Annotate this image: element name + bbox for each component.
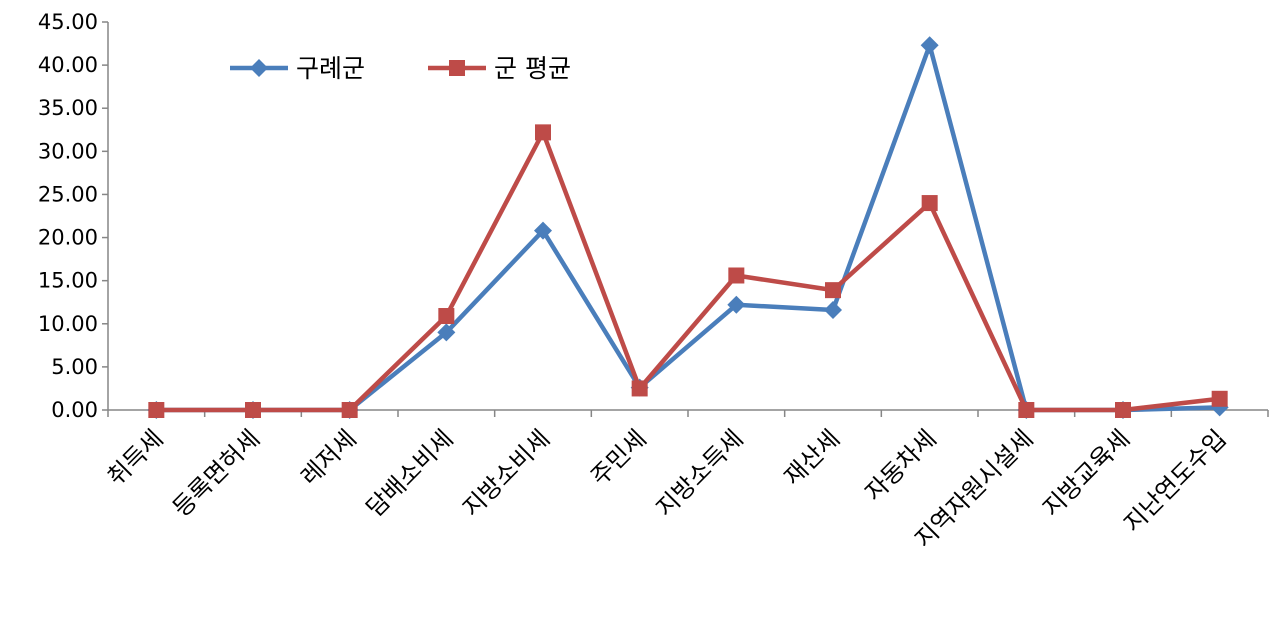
y-tick-label: 10.00 xyxy=(38,312,98,336)
legend-label-1: 군 평균 xyxy=(494,54,571,83)
data-point-1-2 xyxy=(341,402,358,418)
x-tick-label: 지방교육세 xyxy=(1037,424,1135,522)
data-point-1-5 xyxy=(631,380,648,397)
data-point-0-7 xyxy=(824,300,842,319)
data-point-1-3 xyxy=(438,308,455,325)
data-point-1-4 xyxy=(535,124,551,141)
x-tick-label: 취득세 xyxy=(102,424,169,491)
y-tick-label: 5.00 xyxy=(51,355,98,379)
data-point-0-3 xyxy=(437,323,456,342)
data-point-1-0 xyxy=(148,402,165,418)
data-point-1-6 xyxy=(728,267,745,284)
y-axis-ticks: 0.00 5.00 10.00 15.00 20.00 25.00 30.00 35.00 40… xyxy=(38,10,108,422)
x-tick-label: 지방소득세 xyxy=(651,424,749,522)
y-tick-label: 20.00 xyxy=(38,226,98,250)
data-point-0-4 xyxy=(534,221,552,240)
data-point-0-6 xyxy=(727,295,746,314)
x-tick-label: 레저세 xyxy=(295,424,362,491)
data-point-1-1 xyxy=(245,402,261,418)
data-point-1-10 xyxy=(1115,402,1131,418)
x-tick-label: 재산세 xyxy=(779,424,846,491)
axes xyxy=(107,22,1268,411)
legend-marker-diamond xyxy=(250,59,268,77)
y-tick-label: 15.00 xyxy=(38,269,98,293)
legend-item-1: 군 평균 xyxy=(428,54,571,83)
legend: 구례군 군 평균 xyxy=(230,54,571,83)
y-tick-label: 30.00 xyxy=(38,139,98,163)
data-point-1-8 xyxy=(921,195,938,212)
y-tick-label: 35.00 xyxy=(38,96,98,120)
x-tick-label: 자동차세 xyxy=(860,424,942,506)
legend-marker-square xyxy=(449,60,465,76)
x-tick-label: 등록면허세 xyxy=(167,424,265,522)
legend-label-0: 구례군 xyxy=(296,54,365,83)
x-tick-label: 담배소비세 xyxy=(361,424,459,522)
x-tick-label: 지난연도수입 xyxy=(1118,424,1231,537)
y-tick-label: 40.00 xyxy=(38,53,98,77)
series-layer xyxy=(147,36,1229,419)
x-tick-label: 주민세 xyxy=(585,424,652,491)
y-tick-label: 45.00 xyxy=(38,10,98,34)
data-point-1-9 xyxy=(1018,402,1035,418)
x-tick-label: 지방소비세 xyxy=(457,424,555,522)
legend-item-0: 구례군 xyxy=(230,54,365,83)
series-line-1 xyxy=(156,130,1220,413)
data-point-1-7 xyxy=(825,282,841,299)
y-tick-label: 25.00 xyxy=(38,182,98,206)
data-point-1-11 xyxy=(1211,390,1228,407)
data-point-0-8 xyxy=(920,36,939,55)
series-line-0 xyxy=(156,43,1220,413)
y-tick-label: 0.00 xyxy=(51,398,98,422)
